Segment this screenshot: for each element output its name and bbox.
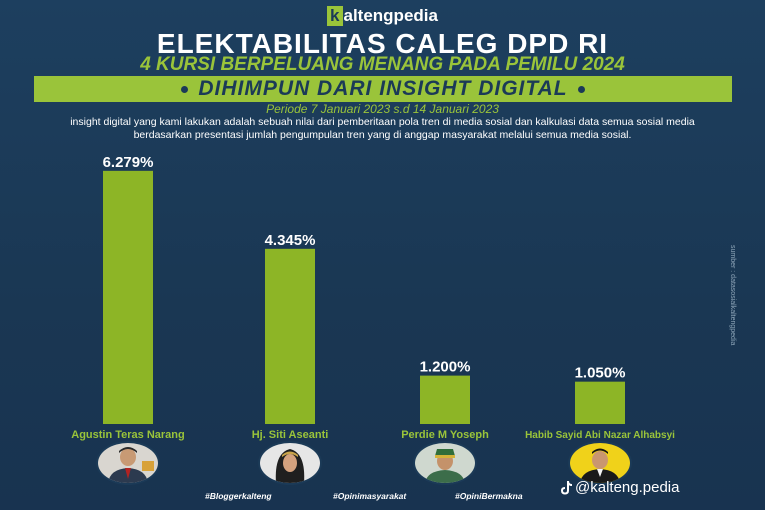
banner: DIHIMPUN DARI INSIGHT DIGITAL (34, 76, 732, 102)
bar-4 (575, 381, 625, 424)
hashtag: #Opinimasyarakat (333, 491, 407, 501)
page-subtitle: 4 KURSI BERPELUANG MENANG PADA PEMILU 20… (140, 54, 625, 75)
bar-1 (103, 170, 153, 424)
brand-logo: k altengpedia (0, 6, 765, 26)
bullet-dot-icon (577, 85, 585, 93)
bar-2 (265, 248, 315, 424)
avatar-perdie-m-yoseph (413, 441, 477, 485)
avatar-siti-aseanti (258, 441, 322, 485)
hashtag: #Bloggerkalteng (205, 491, 272, 501)
avatar-habib-sayid-abi-nazar-alhabsyi (568, 441, 632, 485)
brand-name: altengpedia (343, 6, 438, 25)
social-handle: @kalteng.pedia (560, 479, 679, 496)
hashtag-row: #Bloggerkalteng #Opinimasyarakat #OpiniB… (0, 491, 765, 505)
bar-value-label: 6.279% (103, 154, 154, 171)
bar-value-label: 1.050% (575, 365, 626, 382)
portrait-man-yellow-avatar (570, 443, 630, 483)
portrait-man-avatar (98, 443, 158, 483)
page-title: ELEKTABILITAS CALEG DPD RI (156, 28, 609, 59)
brand-logo-mark: k (327, 6, 343, 26)
tiktok-icon (561, 481, 572, 495)
description-text: insight digital yang kami lakukan adalah… (70, 116, 695, 141)
category-label: Hj. Siti Aseanti (252, 429, 329, 441)
avatar-agustin-teras-narang (96, 441, 160, 485)
portrait-woman-avatar (260, 443, 320, 483)
category-label: Agustin Teras Narang (71, 429, 185, 441)
bar-value-label: 4.345% (265, 232, 316, 249)
portrait-man-cap-avatar (415, 443, 475, 483)
social-handle-text: @kalteng.pedia (575, 479, 680, 496)
hashtag: #OpiniBermakna (455, 491, 523, 501)
period-text: Periode 7 Januari 2023 s.d 14 Januari 20… (266, 102, 499, 116)
bullet-dot-icon (181, 85, 189, 93)
category-label: Perdie M Yoseph (401, 429, 489, 441)
bar-value-label: 1.200% (420, 359, 471, 376)
category-label: Habib Sayid Abi Nazar Alhabsyi (525, 430, 675, 441)
banner-text: DIHIMPUN DARI INSIGHT DIGITAL (198, 77, 568, 100)
bar-3 (420, 375, 470, 424)
source-note: sumber : datasosialkaltengpedia (729, 245, 736, 346)
